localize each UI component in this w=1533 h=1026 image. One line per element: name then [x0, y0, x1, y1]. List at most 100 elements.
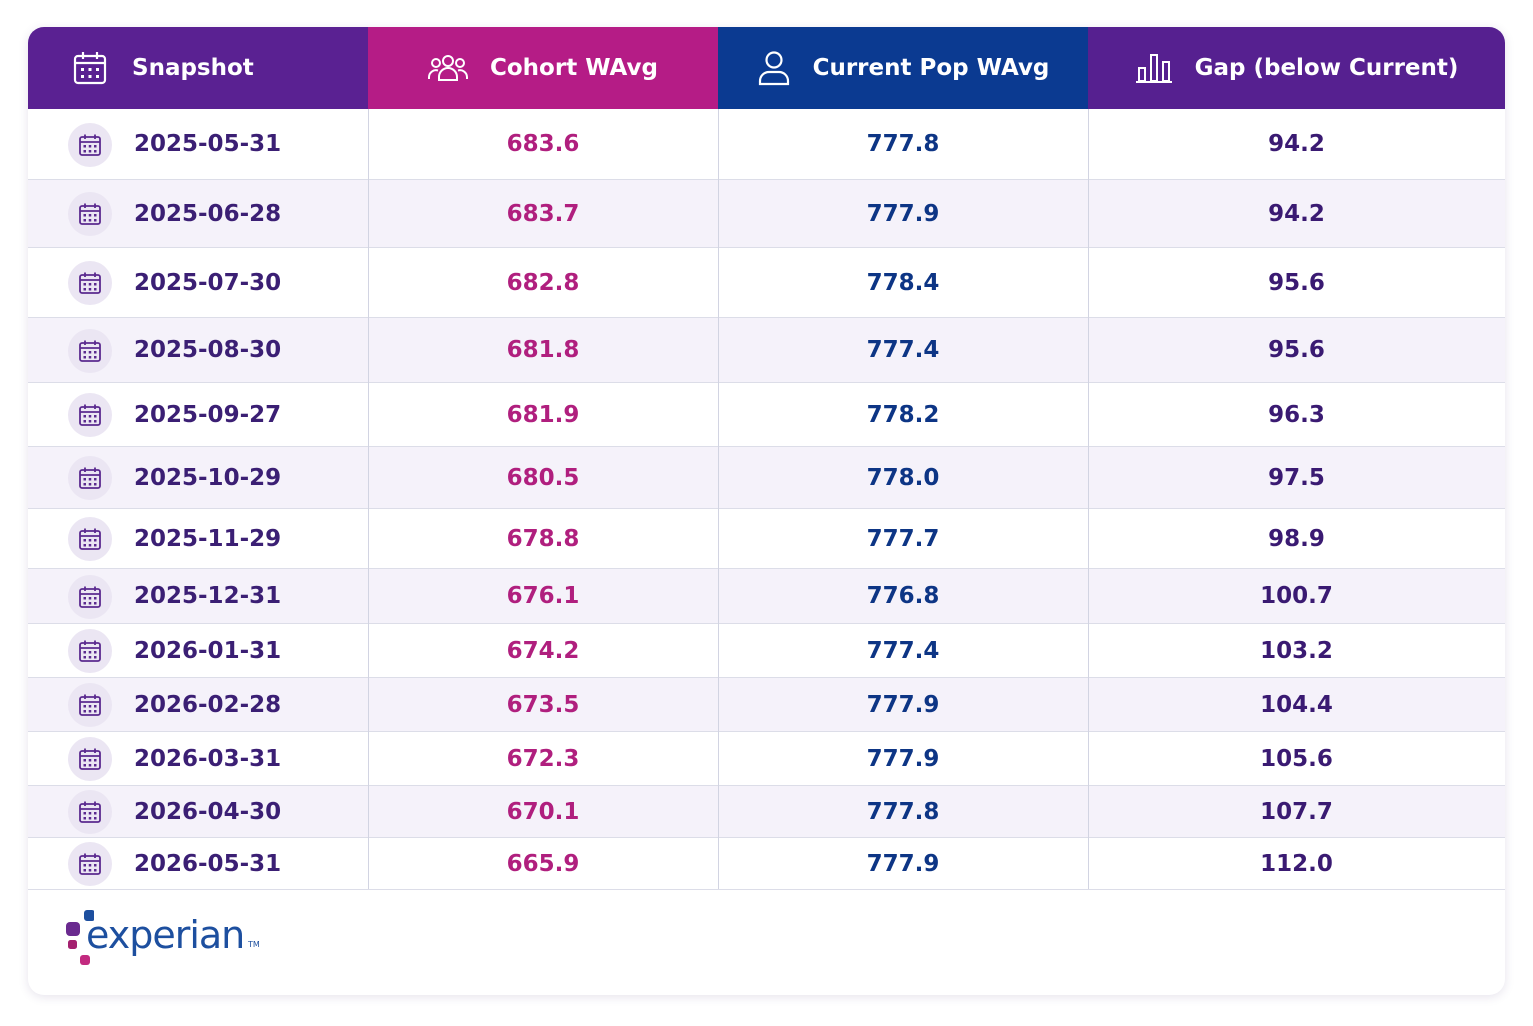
calendar-badge — [68, 842, 112, 886]
table-row: 2025-07-30 682.8 778.4 95.6 — [28, 248, 1505, 318]
cell-snapshot-date: 2025-12-31 — [134, 583, 282, 609]
cell-gap: 112.0 — [1260, 850, 1333, 877]
table-row: 2025-10-29 680.5 778.0 97.5 — [28, 447, 1505, 509]
calendar-icon — [79, 404, 101, 426]
cell-snapshot-date: 2026-03-31 — [134, 745, 282, 772]
cell-gap: 104.4 — [1260, 691, 1333, 718]
cell-current-pop-wavg: 777.8 — [866, 131, 940, 157]
cell-current-pop-wavg: 777.9 — [866, 691, 940, 718]
cell-cohort-wavg: 678.8 — [506, 525, 580, 552]
calendar-badge — [68, 456, 112, 500]
table-row: 2026-01-31 674.2 777.4 103.2 — [28, 624, 1505, 678]
cell-snapshot-date: 2026-01-31 — [134, 637, 282, 664]
calendar-icon — [79, 134, 101, 156]
cell-current-pop-wavg: 777.8 — [866, 798, 940, 825]
calendar-badge — [68, 123, 112, 167]
table-row: 2026-02-28 673.5 777.9 104.4 — [28, 678, 1505, 732]
calendar-icon — [79, 528, 101, 550]
cell-snapshot-date: 2025-10-29 — [134, 464, 282, 491]
table-row: 2025-05-31 683.6 777.8 94.2 — [28, 109, 1505, 180]
calendar-icon — [79, 640, 101, 662]
table-row: 2026-04-30 670.1 777.8 107.7 — [28, 786, 1505, 838]
calendar-icon — [79, 748, 101, 770]
header-current-label: Current Pop WAvg — [812, 55, 1050, 81]
cell-gap: 105.6 — [1260, 745, 1333, 772]
column-divider — [718, 109, 719, 889]
header-snapshot-label: Snapshot — [132, 55, 254, 81]
trademark: TM — [248, 940, 260, 949]
cell-gap: 94.2 — [1268, 200, 1325, 227]
column-divider — [1088, 109, 1089, 889]
cell-gap: 95.6 — [1268, 337, 1325, 363]
cell-current-pop-wavg: 777.7 — [866, 525, 940, 552]
calendar-badge — [68, 192, 112, 236]
person-icon — [758, 51, 789, 86]
cell-cohort-wavg: 683.6 — [506, 131, 580, 157]
table-row: 2025-06-28 683.7 777.9 94.2 — [28, 180, 1505, 248]
cell-snapshot-date: 2026-04-30 — [134, 798, 282, 825]
cell-snapshot-date: 2025-11-29 — [134, 525, 282, 552]
calendar-icon — [79, 586, 101, 608]
calendar-badge — [68, 737, 112, 781]
cell-gap: 100.7 — [1260, 583, 1333, 609]
calendar-icon — [73, 52, 107, 85]
cell-current-pop-wavg: 778.2 — [866, 401, 940, 428]
calendar-badge — [68, 629, 112, 673]
calendar-badge — [68, 261, 112, 305]
cell-cohort-wavg: 673.5 — [506, 691, 580, 718]
cell-gap: 97.5 — [1268, 464, 1325, 491]
calendar-icon — [79, 694, 101, 716]
cell-gap: 98.9 — [1268, 525, 1325, 552]
cell-cohort-wavg: 683.7 — [506, 200, 580, 227]
cell-gap: 96.3 — [1268, 401, 1325, 428]
cell-snapshot-date: 2025-05-31 — [134, 131, 282, 157]
cell-current-pop-wavg: 778.0 — [866, 464, 940, 491]
cell-snapshot-date: 2025-07-30 — [134, 269, 282, 296]
cell-cohort-wavg: 672.3 — [506, 745, 580, 772]
cell-current-pop-wavg: 778.4 — [866, 269, 940, 296]
header-cohort-wavg[interactable]: Cohort WAvg — [368, 27, 718, 109]
experian-logo-mark — [66, 910, 95, 965]
calendar-badge — [68, 517, 112, 561]
calendar-icon — [79, 801, 101, 823]
cell-gap: 107.7 — [1260, 798, 1333, 825]
column-divider — [368, 109, 369, 889]
calendar-icon — [79, 467, 101, 489]
cell-cohort-wavg: 681.8 — [506, 337, 580, 363]
table-row: 2025-08-30 681.8 777.4 95.6 — [28, 318, 1505, 383]
cell-current-pop-wavg: 777.4 — [866, 337, 940, 363]
table-row: 2025-11-29 678.8 777.7 98.9 — [28, 509, 1505, 569]
header-gap-label: Gap (below Current) — [1194, 55, 1459, 81]
table-row: 2026-05-31 665.9 777.9 112.0 — [28, 838, 1505, 890]
cell-current-pop-wavg: 777.9 — [866, 850, 940, 877]
table-row: 2025-12-31 676.1 776.8 100.7 — [28, 569, 1505, 624]
header-gap[interactable]: Gap (below Current) — [1088, 27, 1505, 109]
experian-wordmark: experian — [86, 913, 245, 957]
data-table-card: Snapshot Cohort WAvg Current Pop WAvg Ga… — [28, 27, 1505, 995]
cell-cohort-wavg: 676.1 — [506, 583, 580, 609]
experian-logo: experian TM — [64, 907, 264, 971]
people-group-icon — [428, 55, 468, 81]
header-current-pop-wavg[interactable]: Current Pop WAvg — [718, 27, 1088, 109]
bar-chart-icon — [1135, 54, 1172, 83]
table-row: 2025-09-27 681.9 778.2 96.3 — [28, 383, 1505, 447]
cell-cohort-wavg: 682.8 — [506, 269, 580, 296]
calendar-badge — [68, 393, 112, 437]
cell-gap: 94.2 — [1268, 131, 1325, 157]
header-cohort-label: Cohort WAvg — [490, 55, 658, 81]
calendar-icon — [79, 272, 101, 294]
cell-snapshot-date: 2025-09-27 — [134, 401, 282, 428]
calendar-icon — [79, 203, 101, 225]
cell-snapshot-date: 2026-05-31 — [134, 850, 282, 877]
cell-snapshot-date: 2026-02-28 — [134, 691, 282, 718]
cell-current-pop-wavg: 777.9 — [866, 200, 940, 227]
cell-cohort-wavg: 681.9 — [506, 401, 580, 428]
cell-gap: 95.6 — [1268, 269, 1325, 296]
cell-current-pop-wavg: 777.9 — [866, 745, 940, 772]
calendar-badge — [68, 683, 112, 727]
calendar-badge — [68, 790, 112, 834]
cell-cohort-wavg: 680.5 — [506, 464, 580, 491]
header-snapshot[interactable]: Snapshot — [28, 27, 368, 109]
cell-cohort-wavg: 674.2 — [506, 637, 580, 664]
calendar-icon — [79, 340, 101, 362]
